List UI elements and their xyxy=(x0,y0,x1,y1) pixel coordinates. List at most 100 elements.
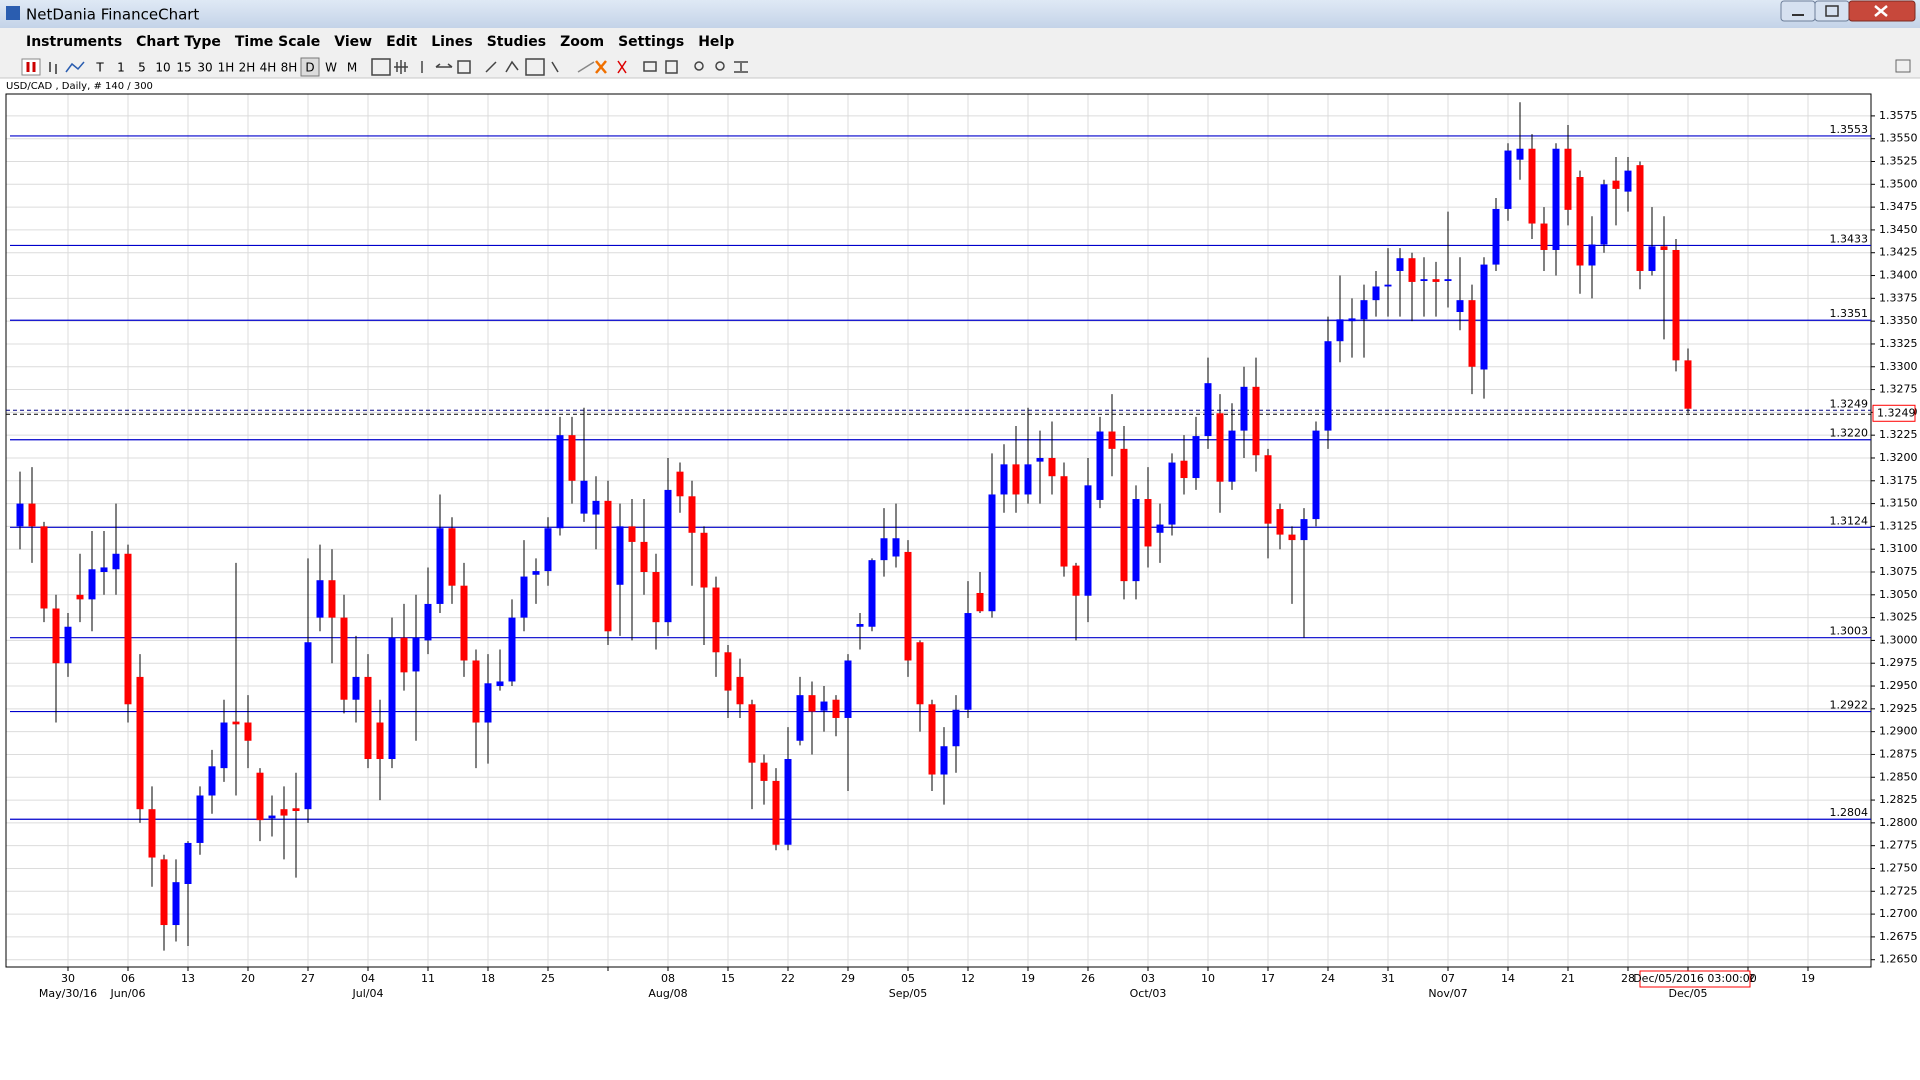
timescale-button[interactable]: W xyxy=(325,61,337,75)
candle-body xyxy=(232,721,240,725)
candle-body xyxy=(928,704,936,775)
candle-body xyxy=(268,815,276,819)
toolbar-icon[interactable] xyxy=(525,58,545,76)
candle-body xyxy=(712,587,720,653)
toolbar-icon[interactable] xyxy=(617,60,627,74)
toolbar-icon[interactable] xyxy=(371,58,391,76)
candle-body xyxy=(760,762,768,781)
timescale-button[interactable]: 2H xyxy=(239,61,256,75)
candle-body xyxy=(1492,208,1500,265)
chart: 1.2650 1.2675 1.2700 1.2725 1.2750 1.2775 1.28… xyxy=(5,93,1918,1000)
toolbar-icon[interactable] xyxy=(577,61,595,73)
candle-body xyxy=(436,528,444,604)
timescale-button[interactable]: 10 xyxy=(155,61,170,75)
candle-body xyxy=(1300,519,1308,541)
timescale-button[interactable]: 30 xyxy=(197,61,212,75)
candle-body xyxy=(1168,462,1176,525)
toolbar-icon[interactable] xyxy=(551,61,559,73)
candle-body xyxy=(592,500,600,515)
candle-body xyxy=(1456,300,1464,313)
timescale-button[interactable]: 4H xyxy=(260,61,277,75)
candle-body xyxy=(100,567,108,573)
menu-item[interactable]: Zoom xyxy=(560,34,604,50)
timescale-button[interactable]: D xyxy=(305,61,314,75)
candle-body xyxy=(1612,180,1620,189)
timescale-button[interactable]: T xyxy=(95,61,104,75)
window-title: NetDania FinanceChart xyxy=(26,6,199,24)
x-tick-label: 30 xyxy=(61,972,75,985)
menu-item[interactable]: Edit xyxy=(386,34,417,50)
timescale-button[interactable]: 8H xyxy=(281,61,298,75)
candle-body xyxy=(1504,150,1512,209)
toolbar-icon[interactable] xyxy=(49,62,57,74)
toolbar-icon[interactable] xyxy=(1895,59,1911,73)
y-tick-label: 1.3150 xyxy=(1879,497,1918,510)
x-tick-label: 19 xyxy=(1801,972,1815,985)
y-tick-label: 1.2950 xyxy=(1879,679,1918,692)
candle-body xyxy=(952,709,960,747)
toolbar-icon[interactable] xyxy=(643,61,657,72)
candle-body xyxy=(1660,246,1668,250)
minimize-button[interactable] xyxy=(1780,0,1816,22)
toolbar-icon[interactable] xyxy=(457,60,471,74)
timescale-button[interactable]: 15 xyxy=(176,61,191,75)
candle-body xyxy=(388,637,396,760)
y-tick-label: 1.3275 xyxy=(1879,383,1918,396)
toolbar-icon[interactable] xyxy=(665,60,678,74)
candle-body xyxy=(1324,341,1332,431)
timescale-button[interactable]: 1 xyxy=(117,61,125,75)
toolbar-icon[interactable] xyxy=(21,58,41,76)
candle-body xyxy=(1228,430,1236,482)
x-sublabel: Jun/06 xyxy=(110,987,146,1000)
timescale-button[interactable]: 1H xyxy=(218,61,235,75)
candle-body xyxy=(604,500,612,632)
level-label: 1.3351 xyxy=(1830,307,1869,320)
y-tick-label: 1.3550 xyxy=(1879,132,1918,145)
candle-body xyxy=(832,699,840,718)
toolbar-icon[interactable] xyxy=(694,61,704,71)
menu-item[interactable]: View xyxy=(334,34,372,50)
x-tick-label: 11 xyxy=(421,972,435,985)
candle-body xyxy=(1516,148,1524,160)
y-tick-label: 1.2725 xyxy=(1879,884,1918,897)
timescale-button[interactable]: 5 xyxy=(138,61,146,75)
candle-body xyxy=(580,480,588,514)
candle-body xyxy=(1132,499,1140,582)
maximize-button[interactable] xyxy=(1814,0,1850,22)
menu-item[interactable]: Studies xyxy=(487,34,546,50)
menu-item[interactable]: Lines xyxy=(431,34,473,50)
y-tick-label: 1.2875 xyxy=(1879,747,1918,760)
candle-body xyxy=(88,569,96,600)
candle-body xyxy=(376,722,384,760)
candle-body xyxy=(136,676,144,810)
y-tick-label: 1.2975 xyxy=(1879,656,1918,669)
x-sublabel: Sep/05 xyxy=(889,987,927,1000)
candle-body xyxy=(1420,279,1428,282)
candle-body xyxy=(292,808,300,812)
toolbar-icon[interactable] xyxy=(715,61,725,71)
menu-item[interactable]: Help xyxy=(698,34,734,50)
candle-body xyxy=(1468,300,1476,367)
x-tick-label: 26 xyxy=(1081,972,1095,985)
menu-item[interactable]: Instruments xyxy=(26,34,122,50)
toolbar-icon[interactable] xyxy=(734,61,748,73)
candle-body xyxy=(184,842,192,884)
timescale-button[interactable]: M xyxy=(347,61,357,75)
candle-body xyxy=(736,676,744,705)
candle-body xyxy=(1108,431,1116,449)
toolbar-icon[interactable] xyxy=(65,61,85,73)
menu-item[interactable]: Chart Type xyxy=(136,34,221,50)
candle-body xyxy=(628,526,636,542)
candle-body xyxy=(700,532,708,588)
toolbar-icon[interactable] xyxy=(435,63,453,68)
x-tick-label: 24 xyxy=(1321,972,1335,985)
menu-item[interactable]: Settings xyxy=(618,34,684,50)
x-sublabel: Nov/07 xyxy=(1428,987,1467,1000)
candle-body xyxy=(748,704,756,763)
toolbar-icon[interactable] xyxy=(394,60,408,74)
toolbar-icon[interactable] xyxy=(595,60,607,74)
menu-item[interactable]: Time Scale xyxy=(235,34,320,50)
candle-body xyxy=(1084,485,1092,596)
candle-body xyxy=(424,603,432,641)
toolbar-icon[interactable] xyxy=(485,60,519,73)
